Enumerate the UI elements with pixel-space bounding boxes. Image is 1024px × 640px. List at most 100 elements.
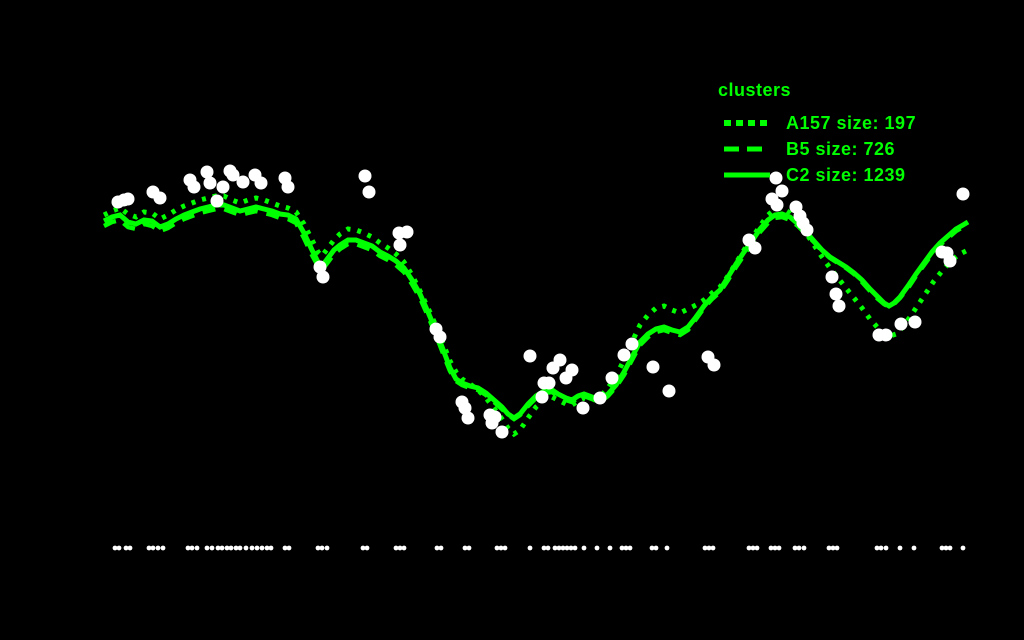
- data-point: [829, 287, 843, 301]
- rug-point: [185, 545, 191, 551]
- data-point: [316, 270, 330, 284]
- data-point: [535, 390, 549, 404]
- rug-point: [772, 545, 778, 551]
- data-point: [617, 348, 631, 362]
- data-point: [879, 328, 893, 342]
- data-point: [565, 363, 579, 377]
- data-point: [576, 401, 590, 415]
- data-point: [226, 168, 240, 182]
- rug-point: [664, 545, 670, 551]
- legend-title: clusters: [718, 80, 792, 100]
- data-point: [254, 176, 268, 190]
- data-point: [458, 401, 472, 415]
- data-point: [646, 360, 660, 374]
- rug-point: [127, 545, 133, 551]
- data-point: [281, 180, 295, 194]
- rug-point: [438, 545, 444, 551]
- data-point: [362, 185, 376, 199]
- rug-point: [581, 545, 587, 551]
- rug-point: [268, 545, 274, 551]
- rug-point: [796, 545, 802, 551]
- rug-point: [556, 545, 562, 551]
- rug-point: [702, 545, 708, 551]
- rug-point: [527, 545, 533, 551]
- rug-point: [249, 545, 255, 551]
- legend-label-a157: A157 size: 197: [786, 112, 917, 133]
- rug-point: [834, 545, 840, 551]
- data-point: [153, 191, 167, 205]
- rug-point: [204, 545, 210, 551]
- data-point: [216, 180, 230, 194]
- data-point: [313, 260, 327, 274]
- rug-point: [112, 545, 118, 551]
- rug-point: [776, 545, 782, 551]
- rug-point: [541, 545, 547, 551]
- rug-point: [545, 545, 551, 551]
- data-point: [908, 315, 922, 329]
- rug-point: [282, 545, 288, 551]
- data-point: [495, 425, 509, 439]
- rug-point: [324, 545, 330, 551]
- rug-point: [607, 545, 613, 551]
- rug-point: [750, 545, 756, 551]
- rug-point: [754, 545, 760, 551]
- rug-point: [434, 545, 440, 551]
- rug-point: [947, 545, 953, 551]
- legend-entry-c2: C2 size: 1239: [722, 162, 916, 188]
- rug-point: [219, 545, 225, 551]
- rug-point: [315, 545, 321, 551]
- rug-point: [960, 545, 966, 551]
- data-point: [775, 184, 789, 198]
- data-point: [800, 223, 814, 237]
- rug-point: [792, 545, 798, 551]
- rug-point: [594, 545, 600, 551]
- rug-point: [710, 545, 716, 551]
- data-point: [210, 194, 224, 208]
- rug-point: [146, 545, 152, 551]
- data-point: [433, 330, 447, 344]
- rug-point: [874, 545, 880, 551]
- rug-point: [462, 545, 468, 551]
- rug-point: [706, 545, 712, 551]
- rug-point: [623, 545, 629, 551]
- data-point: [748, 241, 762, 255]
- rug-point: [627, 545, 633, 551]
- rug-point: [209, 545, 215, 551]
- data-point: [770, 198, 784, 212]
- rug-point: [502, 545, 508, 551]
- data-point: [236, 175, 250, 189]
- rug-point: [150, 545, 156, 551]
- rug-point: [224, 545, 230, 551]
- series-line-b5: [102, 206, 969, 422]
- data-point: [769, 171, 783, 185]
- solid-line-key-icon: [724, 172, 770, 178]
- rug-point: [801, 545, 807, 551]
- legend-label-b5: B5 size: 726: [786, 138, 896, 159]
- rug-point: [215, 545, 221, 551]
- rug-point: [653, 545, 659, 551]
- dotted-line-key-icon: [724, 120, 770, 126]
- data-point: [956, 187, 970, 201]
- rug-point: [397, 545, 403, 551]
- rug-point: [568, 545, 574, 551]
- data-point: [605, 371, 619, 385]
- rug-point: [498, 545, 504, 551]
- data-point: [707, 358, 721, 372]
- rug-point: [228, 545, 234, 551]
- rug-point: [194, 545, 200, 551]
- data-point: [461, 411, 475, 425]
- rug-point: [768, 545, 774, 551]
- data-point: [832, 299, 846, 313]
- rug-point: [911, 545, 917, 551]
- data-point: [358, 169, 372, 183]
- data-point: [825, 270, 839, 284]
- rug-point: [897, 545, 903, 551]
- rug-point: [160, 545, 166, 551]
- rug-point: [572, 545, 578, 551]
- legend-entry-a157: A157 size: 197: [722, 110, 916, 136]
- rug-point: [826, 545, 832, 551]
- rug-point: [259, 545, 265, 551]
- data-point: [400, 225, 414, 239]
- rug-point: [393, 545, 399, 551]
